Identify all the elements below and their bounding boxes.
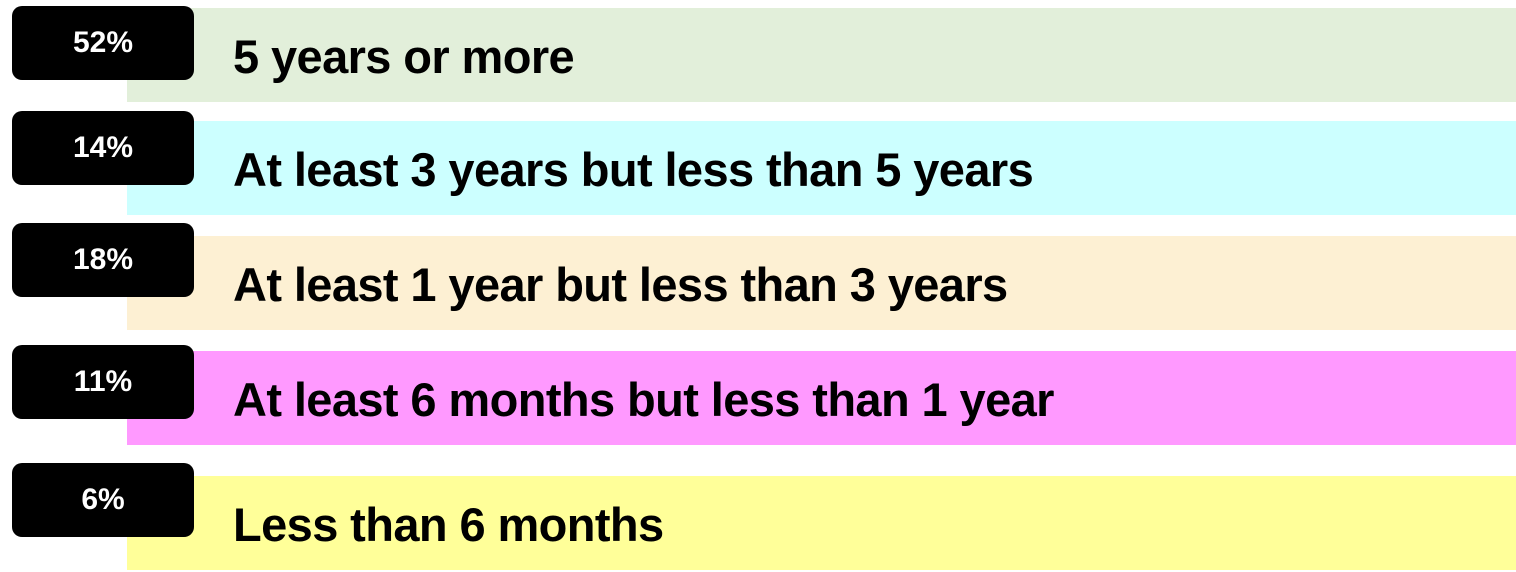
percent-badge: 52% (12, 6, 194, 80)
row-label: Less than 6 months (233, 498, 664, 551)
row-band (127, 476, 1516, 570)
row-label: 5 years or more (233, 30, 575, 83)
percent-badge: 6% (12, 463, 194, 537)
row-label: At least 3 years but less than 5 years (233, 143, 1034, 196)
row-band (127, 121, 1516, 215)
row-label: At least 6 months but less than 1 year (233, 373, 1054, 426)
percent-badge: 18% (12, 223, 194, 297)
row-band (127, 351, 1516, 445)
percent-badge: 11% (12, 345, 194, 419)
row-label: At least 1 year but less than 3 years (233, 258, 1008, 311)
percent-badge: 14% (12, 111, 194, 185)
row-band (127, 236, 1516, 330)
row-band (127, 8, 1516, 102)
